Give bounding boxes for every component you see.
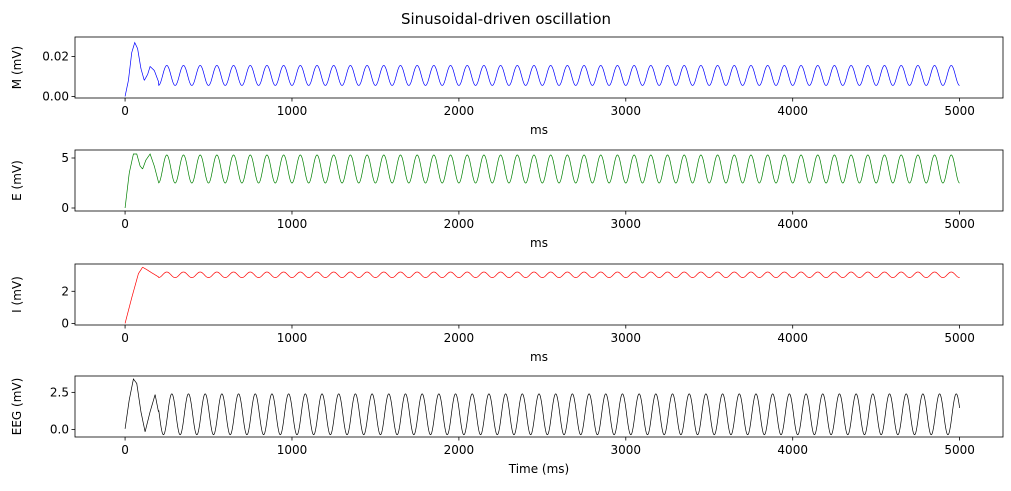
x-tick-label: 2000 [444, 104, 475, 118]
x-axis-label: Time (ms) [508, 462, 570, 476]
y-tick-label: 0 [61, 316, 69, 330]
x-tick-label: 0 [121, 331, 129, 345]
x-axis-label: ms [530, 123, 548, 137]
axes-frame [74, 149, 1004, 212]
x-tick-label: 5000 [944, 443, 975, 457]
y-axis-label: I (mV) [10, 276, 24, 313]
subplot-4: 0 1000 2000 3000 4000 5000 0.0 2.5 Time (ms) EEG … [10, 375, 1004, 476]
x-tick-label: 4000 [777, 104, 808, 118]
x-tick-label: 2000 [444, 331, 475, 345]
subplot-1: 0 1000 2000 3000 4000 5000 0.00 0.02 ms M (mV) [10, 36, 1004, 137]
x-tick-label: 5000 [944, 331, 975, 345]
x-tick-label: 3000 [611, 443, 642, 457]
series-line [124, 153, 960, 209]
x-tick-label: 2000 [444, 443, 475, 457]
axes-frame [74, 263, 1004, 326]
series-line [124, 266, 960, 324]
x-tick-label: 0 [121, 217, 129, 231]
x-tick-label: 3000 [611, 331, 642, 345]
series-line [124, 41, 960, 97]
x-tick-label: 5000 [944, 217, 975, 231]
series-line [124, 378, 960, 436]
subplot-2: 0 1000 2000 3000 4000 5000 0 5 ms E (mV) [10, 149, 1004, 250]
x-tick-label: 1000 [277, 217, 308, 231]
y-axis-label: E (mV) [10, 160, 24, 201]
x-tick-label: 2000 [444, 217, 475, 231]
y-tick-label: 0 [61, 201, 69, 215]
x-tick-label: 3000 [611, 217, 642, 231]
x-tick-label: 4000 [777, 217, 808, 231]
x-tick-label: 5000 [944, 104, 975, 118]
x-tick-label: 4000 [777, 331, 808, 345]
x-tick-label: 0 [121, 104, 129, 118]
y-tick-label: 0.02 [42, 50, 69, 64]
y-axis-label: EEG (mV) [10, 378, 24, 436]
axes-frame [74, 375, 1004, 438]
y-tick-label: 0.00 [42, 89, 69, 103]
x-axis-label: ms [530, 350, 548, 364]
y-tick-label: 2.5 [50, 385, 69, 399]
x-axis-label: ms [530, 236, 548, 250]
x-tick-label: 1000 [277, 331, 308, 345]
axes-frame [74, 36, 1004, 99]
y-tick-label: 5 [61, 151, 69, 165]
x-tick-label: 3000 [611, 104, 642, 118]
x-tick-label: 1000 [277, 104, 308, 118]
x-tick-label: 0 [121, 443, 129, 457]
y-axis-label: M (mV) [10, 46, 24, 89]
figure-title: Sinusoidal-driven oscillation [401, 10, 611, 28]
y-tick-label: 0.0 [50, 423, 69, 437]
x-tick-label: 1000 [277, 443, 308, 457]
x-tick-label: 4000 [777, 443, 808, 457]
subplot-3: 0 1000 2000 3000 4000 5000 0 2 ms I (mV) [10, 263, 1004, 364]
y-tick-label: 2 [61, 284, 69, 298]
